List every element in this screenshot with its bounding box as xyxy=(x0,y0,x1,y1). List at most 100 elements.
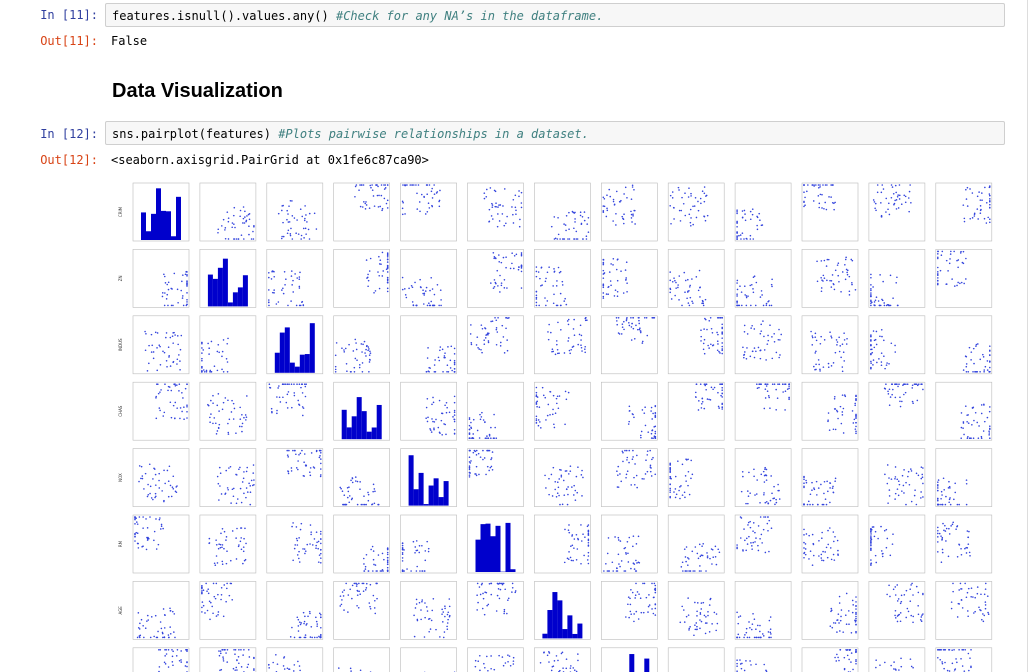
scatter-dot xyxy=(882,280,884,283)
scatter-dot xyxy=(483,343,486,346)
subplot xyxy=(333,448,390,507)
scatter-dot xyxy=(435,628,437,631)
scatter-dot xyxy=(478,586,481,588)
scatter-dot xyxy=(770,304,773,307)
scatter-dot xyxy=(812,542,815,545)
scatter-dot xyxy=(268,299,270,301)
scatter-dot xyxy=(836,653,838,656)
scatter-dot xyxy=(540,266,543,269)
scatter-dot xyxy=(687,302,690,304)
code-cell[interactable]: features.isnull().values.any() #Check fo… xyxy=(105,3,1005,27)
scatter-dot xyxy=(386,261,389,263)
subplot-frame xyxy=(400,647,457,672)
scatter-dot xyxy=(619,565,621,568)
scatter-dot xyxy=(874,554,877,557)
scatter-dot xyxy=(937,649,940,651)
scatter-dot xyxy=(829,331,831,334)
scatter-dot xyxy=(981,192,983,194)
scatter-dot xyxy=(374,290,377,292)
scatter-dot xyxy=(909,600,912,603)
scatter-dot xyxy=(745,549,747,552)
scatter-dot xyxy=(939,269,942,272)
scatter-dot xyxy=(669,462,671,465)
scatter-dot xyxy=(292,291,295,293)
scatter-dot xyxy=(512,222,515,224)
scatter-dot xyxy=(172,475,175,478)
scatter-dot xyxy=(211,605,213,608)
scatter-dot xyxy=(670,298,673,300)
scatter-dot xyxy=(678,489,680,492)
scatter-dot xyxy=(896,584,899,586)
scatter-dot xyxy=(691,473,694,476)
scatter-dot xyxy=(826,480,828,483)
scatter-dot xyxy=(744,219,747,222)
histogram-bar xyxy=(438,497,444,506)
scatter-dot xyxy=(439,346,442,348)
scatter-dot xyxy=(842,407,845,410)
scatter-dot xyxy=(870,536,872,539)
scatter-dot xyxy=(887,390,889,393)
scatter-dot xyxy=(749,492,751,494)
scatter-dot xyxy=(921,473,924,476)
code-cell[interactable]: sns.pairplot(features) #Plots pairwise r… xyxy=(105,121,1005,145)
scatter-dot xyxy=(221,544,224,546)
subplot xyxy=(333,647,390,672)
scatter-dot xyxy=(962,262,965,265)
scatter-dot xyxy=(242,654,244,656)
scatter-dot xyxy=(381,552,384,555)
scatter-dot xyxy=(634,594,637,597)
scatter-dot xyxy=(854,402,856,405)
scatter-dot xyxy=(744,634,746,636)
scatter-dot xyxy=(966,437,969,440)
scatter-dot xyxy=(612,264,614,266)
scatter-dot xyxy=(947,555,950,558)
scatter-dot xyxy=(899,602,902,605)
scatter-dot xyxy=(763,516,765,518)
scatter-dot xyxy=(282,396,284,399)
histogram-bar xyxy=(577,623,583,639)
scatter-dot xyxy=(208,353,210,355)
scatter-dot xyxy=(674,294,676,297)
scatter-dot xyxy=(503,224,506,227)
scatter-dot xyxy=(157,392,160,395)
scatter-dot xyxy=(751,350,754,353)
scatter-dot xyxy=(563,494,566,496)
scatter-dot xyxy=(471,437,474,440)
scatter-dot xyxy=(700,407,703,409)
scatter-dot xyxy=(235,432,237,434)
subplot-frame xyxy=(734,581,792,640)
scatter-dot xyxy=(870,367,872,370)
subplot xyxy=(600,647,658,672)
scatter-dot xyxy=(621,323,624,325)
scatter-dot xyxy=(154,614,157,617)
scatter-dot xyxy=(576,238,579,240)
scatter-dot xyxy=(775,501,778,504)
pairplot: CRIMZNINDUSCHASNOXRMAGEDIS xyxy=(118,182,993,672)
scatter-dot xyxy=(881,184,884,186)
scatter-dot xyxy=(977,437,980,440)
scatter-dot xyxy=(557,266,560,269)
scatter-dot xyxy=(736,295,738,297)
scatter-dot xyxy=(381,209,383,212)
scatter-dot xyxy=(674,488,677,490)
scatter-dot xyxy=(741,216,744,219)
scatter-dot xyxy=(620,333,623,335)
scatter-dot xyxy=(360,343,363,345)
scatter-dot xyxy=(681,304,683,307)
scatter-dot xyxy=(453,395,456,398)
scatter-dot xyxy=(444,605,446,607)
scatter-dot xyxy=(765,501,768,503)
scatter-dot xyxy=(587,534,590,536)
scatter-dot xyxy=(827,543,830,546)
scatter-dot xyxy=(654,436,657,438)
scatter-dot xyxy=(426,420,429,423)
scatter-dot xyxy=(975,371,978,373)
scatter-dot xyxy=(147,619,150,621)
scatter-dot xyxy=(384,187,387,189)
scatter-dot xyxy=(217,613,219,616)
scatter-dot xyxy=(308,238,311,240)
scatter-dot xyxy=(941,548,944,551)
scatter-dot xyxy=(248,482,250,485)
subplot xyxy=(333,315,390,375)
scatter-dot xyxy=(311,636,313,639)
